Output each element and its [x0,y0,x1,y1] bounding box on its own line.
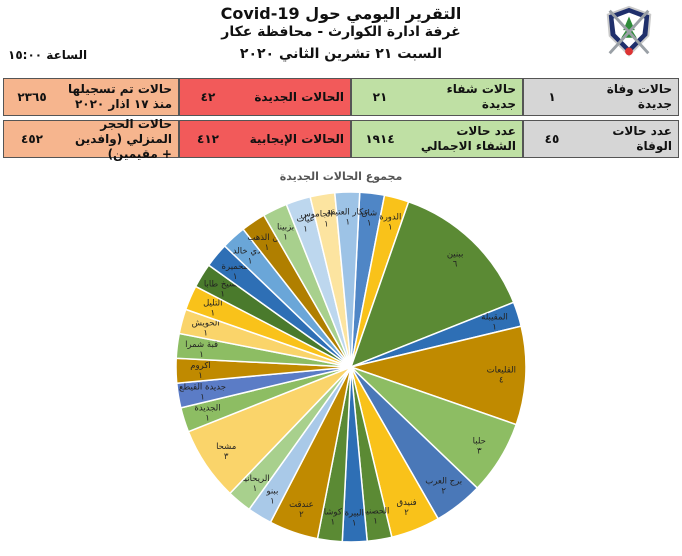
slice-value-label: ١ [248,256,253,266]
stat-label: عدد حالات الشفاء الاجمالي [420,124,516,153]
pie-slice [348,325,527,426]
slice-value-label: ١ [198,371,203,381]
slice-name-label: الدورة [379,213,401,223]
pie-chart: شان١الدورة١ببنين٦المقيبلة١القليعات٤حلبا٣… [175,191,527,543]
stat-value: ٢١ [372,90,388,104]
slice-name-label: وادي خالد [233,246,268,256]
slice-value-label: ٣ [477,447,482,457]
stat-positive-cases: الحالات الإيجابية ٤١٢ [179,120,351,158]
slice-name-label: بزبينا [277,223,294,233]
slice-value-label: ١ [388,223,393,233]
slice-value-label: ١ [200,393,205,403]
stat-new-recoveries: حالات شفاء جديدة ٢١ [351,78,523,116]
slice-name-label: القليعات [487,366,516,376]
slice-name-label: فنيدق [396,498,416,508]
stat-value: ٤٥ [544,132,560,146]
stat-value: ٢٣٦٥ [17,90,47,104]
stat-value: ٤١٢ [197,132,219,146]
slice-name-label: قبة شمرا [185,340,218,350]
report-title: التقرير اليومي حول Covid-19 [220,4,462,23]
slice-value-label: ١ [283,233,288,243]
chart-title: مجموع الحالات الجديدة [279,170,403,183]
slice-name-label: حلبا [473,437,486,447]
pie-slice [333,191,361,368]
civil-defense-logo-icon [606,5,652,57]
stat-new-deaths: حالات وفاة جديدة ١ [523,78,679,116]
stat-label: الحالات الجديدة [254,89,344,104]
stat-label: حالات شفاء جديدة [446,82,516,111]
slice-name-label: تلحميرة [222,262,250,272]
report-subtitle: غرفة ادارة الكوارث - محافظة عكار [221,24,461,40]
stat-total-recoveries: عدد حالات الشفاء الاجمالي ١٩١٤ [351,120,523,158]
report-date: السبت ٢١ تشرين الثاني ٢٠٢٠ [239,46,443,62]
stat-value: ٤٢ [200,90,216,104]
slice-value-label: ١ [492,323,497,333]
slice-name-label: ببنين [447,249,464,259]
slice-name-label: الحويش [192,319,220,329]
slice-name-label: اكروم [190,361,210,371]
slice-name-label: برج العرب [425,477,462,487]
stat-value: ٤٥٢ [21,132,43,146]
stat-value: ١٩١٤ [365,132,395,146]
slice-value-label: ١ [199,350,204,360]
stats-row-2: حالات الحجر المنزلي (وافدين + مقيمين) ٤٥… [3,117,679,161]
slice-name-label: مشحا [216,442,236,452]
slice-value-label: ١ [220,289,225,299]
slice-value-label: ١ [265,243,270,253]
stat-label: حالات وفاة جديدة [606,82,672,111]
slice-name-label: عندقت [289,500,314,510]
slice-value-label: ١ [211,308,216,318]
slice-value-label: ١ [331,517,336,527]
slice-value-label: ٤ [499,376,504,386]
stat-value: ١ [548,90,556,104]
slice-name-label: الشيخ طابا [204,279,242,289]
slice-name-label: التليل [203,298,222,308]
slice-value-label: ١ [373,517,378,527]
slice-name-label: البيرة [345,509,364,519]
slice-value-label: ٦ [453,259,458,269]
slice-name-label: وادي الجاموس [300,210,352,220]
slice-value-label: ٢ [299,510,304,520]
stat-total-deaths: عدد حالات الوفاة ٤٥ [523,120,679,158]
slice-value-label: ٢ [404,508,409,518]
stat-new-cases: الحالات الجديدة ٤٢ [179,78,351,116]
stats-panel: حالات تم تسجيلها منذ ١٧ اذار ٢٠٢٠ ٢٣٦٥ ا… [3,78,679,162]
slice-value-label: ١ [367,219,372,229]
slice-name-label: ببنو [265,486,278,496]
stats-row-1: حالات تم تسجيلها منذ ١٧ اذار ٢٠٢٠ ٢٣٦٥ ا… [3,78,679,116]
slice-value-label: ٢ [441,487,446,497]
slice-name-label: الحصنية [362,507,390,517]
slice-name-label: عكار العتيقة [327,208,369,218]
slice-value-label: ١ [270,496,275,506]
slice-value-label: ٣ [224,452,229,462]
stat-label: حالات تم تسجيلها منذ ١٧ اذار ٢٠٢٠ [67,82,172,111]
slice-value-label: ١ [253,484,258,494]
slice-value-label: ١ [205,414,210,424]
report-header: التقرير اليومي حول Covid-19 غرفة ادارة ا… [0,0,682,80]
slice-name-label: عين الذهب [247,233,286,243]
stat-label: الحالات الإيجابية [249,131,344,146]
slice-name-label: الجديدة [194,404,220,414]
report-time: الساعة ١٥:٠٠ [8,48,88,62]
slice-value-label: ١ [303,225,308,235]
slice-value-label: ١ [203,329,208,339]
pie-slice [349,200,515,369]
slice-name-label: جديدة القيطع [179,383,226,393]
slice-name-label: كوشا [324,507,343,517]
slice-name-label: الريحانية [240,474,270,484]
stat-label: حالات الحجر المنزلي (وافدين + مقيمين) [74,116,172,161]
slice-value-label: ١ [233,272,238,282]
slice-name-label: المقيبلة [481,313,508,323]
slice-name-label: عيات [296,215,314,225]
stat-label: عدد حالات الوفاة [612,124,672,153]
slice-value-label: ١ [346,218,351,228]
slice-value-label: ١ [352,519,357,529]
slice-name-label: شان [361,209,377,219]
stat-home-quarantine: حالات الحجر المنزلي (وافدين + مقيمين) ٤٥… [3,117,179,161]
stat-total-registered: حالات تم تسجيلها منذ ١٧ اذار ٢٠٢٠ ٢٣٦٥ [3,78,179,116]
slice-value-label: ١ [324,220,329,230]
